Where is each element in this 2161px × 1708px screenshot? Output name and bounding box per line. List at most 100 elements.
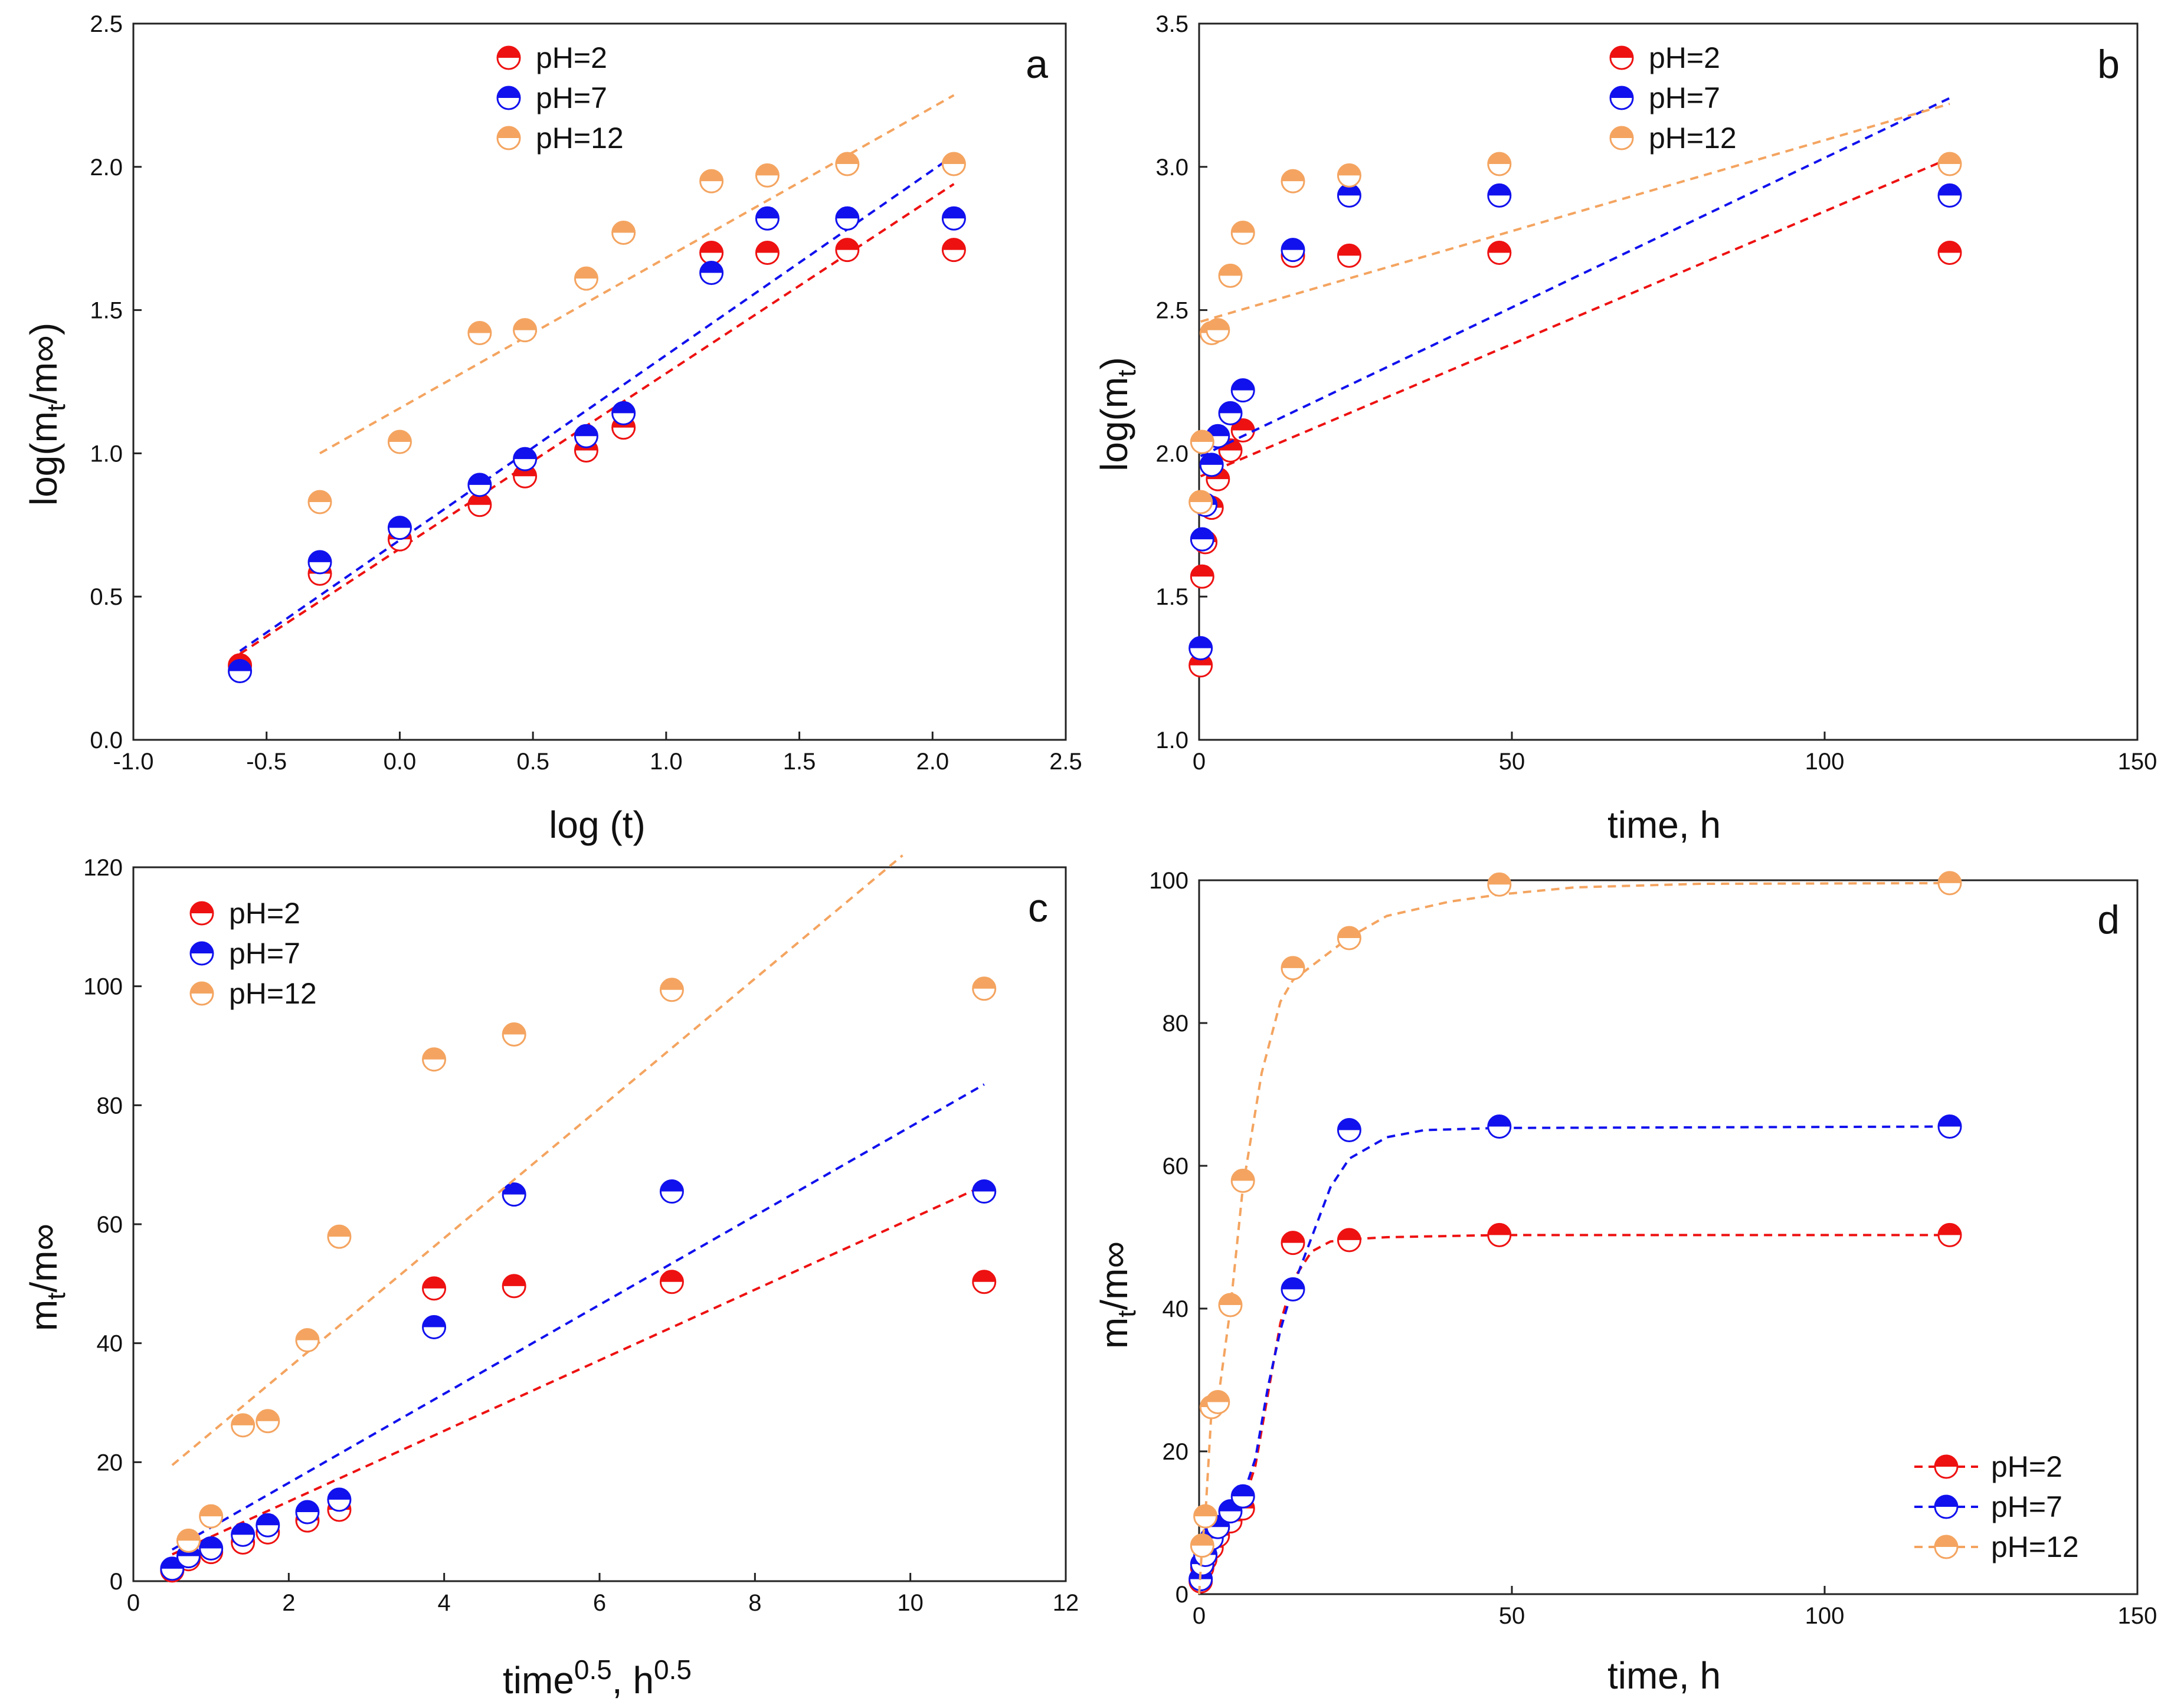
panel-a-series-ph12-point-fill	[700, 170, 723, 182]
panel-d-legend-item: pH=7	[1914, 1490, 2062, 1523]
panel-c-series-ph7-point	[199, 1536, 224, 1561]
panel-a-series-ph12-point	[513, 318, 538, 343]
panel-c-series-ph12-point	[972, 976, 997, 1001]
panel-b-series-ph12-point	[1188, 490, 1213, 514]
panel-b-series-ph7-point-fill	[1338, 184, 1361, 196]
panel-a-series-ph12	[307, 94, 966, 514]
panel-c-series-ph12-point-fill	[423, 1048, 446, 1060]
panel-b-y-tick-label: 1.5	[1155, 584, 1188, 610]
panel-a-letter: a	[1026, 42, 1048, 87]
panel-a-series-ph2-point	[835, 238, 860, 263]
panel-a-legend-item: pH=12	[496, 122, 624, 155]
panel-a-series-ph2-point-fill	[700, 241, 723, 253]
panel-a-x-tick-label: 0.0	[384, 749, 417, 775]
panel-c-legend: pH=2 pH=7 pH=12	[189, 897, 317, 1010]
panel-c-x-axis-title: time0.5, h0.5	[503, 1654, 692, 1702]
panel-c-series-ph12-point-fill	[199, 1505, 222, 1517]
panel-d-y-tick-label: 80	[1163, 1011, 1189, 1037]
panel-a-series-ph7-point	[574, 424, 598, 448]
panel-d-series-ph12-point-fill	[1282, 956, 1304, 968]
panel-c-series-ph12-point	[176, 1528, 201, 1553]
panel-c-legend-label: pH=2	[229, 897, 300, 930]
panel-a-x-tick-label: 2.0	[916, 749, 949, 775]
panel-a-y-tick-label: 0.5	[90, 584, 123, 610]
panel-a-series-ph12-point	[611, 220, 636, 245]
panel-d-series-ph12-point-fill	[1194, 1505, 1217, 1517]
panel-c-series-ph7-point-fill	[328, 1488, 351, 1500]
panel-a-series-ph7-point-fill	[700, 261, 723, 273]
panel-c-series-ph7-point-fill	[503, 1183, 526, 1195]
panel-d-series-ph12-point	[1206, 1390, 1230, 1415]
panel-a-series-ph7-point	[755, 206, 780, 231]
panel-c-series-ph7-point	[327, 1487, 352, 1512]
panel-d-series-ph7-point	[1230, 1484, 1255, 1509]
panel-d-y-tick-label: 100	[1149, 868, 1188, 894]
panel-c-legend-marker-fill	[191, 902, 213, 913]
panel-a-series-ph7-point	[387, 516, 412, 540]
panel-b-x-tick-label: 0	[1193, 749, 1206, 775]
panel-b-series-ph2-point-fill	[1191, 565, 1214, 577]
panel-c-series-ph7-point-fill	[231, 1523, 254, 1535]
panel-b-y-tick-label: 2.0	[1155, 441, 1188, 467]
panel-a-x-tick-label: 0.5	[516, 749, 549, 775]
panel-b-y-tick-label: 3.5	[1155, 11, 1188, 37]
panel-a-legend-label: pH=12	[536, 122, 624, 155]
panel-d-series-ph12-point	[1487, 872, 1512, 897]
panel-b-series-ph12-point-fill	[1488, 152, 1511, 164]
panel-c-series-ph7-point-fill	[660, 1180, 683, 1192]
panel-d-legend-marker	[1934, 1454, 1959, 1479]
panel-a-legend-marker	[496, 86, 521, 110]
panel-c-series-ph12-point-fill	[231, 1414, 254, 1425]
panel-c-legend-item: pH=2	[189, 897, 300, 930]
panel-a-series-ph7-fit-line	[239, 154, 955, 653]
panel-d-y-tick-label: 40	[1163, 1296, 1189, 1322]
panel-b: b time, h log(mt) 0 50 100 150 1.0 1.5 2.0 2.5 3…	[1093, 11, 2157, 846]
panel-a-series-ph7-point	[228, 658, 253, 683]
panel-b-legend: pH=2 pH=7 pH=12	[1609, 41, 1737, 155]
panel-a-series-ph12-point-fill	[575, 267, 598, 279]
panel-a-series-ph12-point-fill	[513, 319, 536, 330]
panel-a-x-tick-label: 1.0	[650, 749, 683, 775]
panel-a-series-ph7-point-fill	[756, 207, 779, 219]
panel-c-series-ph7-point-fill	[296, 1501, 319, 1513]
panel-d-legend-label: pH=12	[1991, 1530, 2079, 1563]
panel-c-series-ph12-point-fill	[296, 1329, 319, 1340]
panel-b-series-ph12-point	[1206, 318, 1230, 343]
panel-c-y-tick-label: 20	[97, 1450, 123, 1476]
panel-b-series-ph12-point-fill	[1282, 170, 1304, 182]
panel-b-legend-marker	[1609, 126, 1634, 150]
panel-d-series-ph7-point	[1337, 1118, 1361, 1142]
panel-c-series-ph12	[171, 854, 997, 1553]
panel-c-series-ph2-point-fill	[660, 1270, 683, 1282]
panel-b-series-ph7-point	[1190, 527, 1214, 552]
panel-a-x-tick-label: -0.5	[246, 749, 287, 775]
panel-c-legend-label: pH=7	[229, 937, 300, 970]
panel-a-series-ph7-point	[941, 206, 966, 231]
panel-a-series-ph12-point-fill	[942, 152, 965, 164]
panel-d-legend-marker-fill	[1935, 1455, 1957, 1467]
panel-a-series-ph12-point-fill	[756, 164, 779, 176]
panel-d-legend-item: pH=12	[1914, 1530, 2079, 1563]
panel-c-series-ph2-point-fill	[973, 1270, 996, 1282]
panel-a-series-ph12-point-fill	[468, 322, 491, 333]
panel-a-series-ph12-point	[755, 163, 780, 188]
panel-d-series-ph7-fit-line	[1198, 1125, 1950, 1595]
panel-d-series-ph2-point-fill	[1939, 1224, 1961, 1235]
panel-a-series-ph12-point	[574, 266, 598, 291]
panel-d-legend-marker	[1934, 1535, 1959, 1559]
panel-a-series-ph7-point-fill	[942, 207, 965, 219]
panel-a-series-ph7-point-fill	[513, 448, 536, 460]
panel-a-series-ph12-point	[835, 152, 860, 176]
panel-d-series-ph7-point-fill	[1488, 1115, 1511, 1127]
panel-c-series-ph2-fit-line	[172, 1184, 985, 1556]
panel-b-series-ph7-point-fill	[1200, 453, 1223, 465]
panel-b-legend-item: pH=7	[1609, 81, 1720, 114]
panel-a-series-ph2-point	[467, 493, 492, 517]
panel-c-plot-frame	[132, 866, 1067, 1582]
panel-a-series-ph7-point	[835, 206, 860, 231]
panel-b-series-ph7-point-fill	[1191, 528, 1214, 540]
panel-b-series-ph7-point	[1281, 238, 1305, 263]
panel-d-x-axis-title: time, h	[1607, 1654, 1721, 1697]
panel-c-legend-item: pH=12	[189, 977, 317, 1010]
